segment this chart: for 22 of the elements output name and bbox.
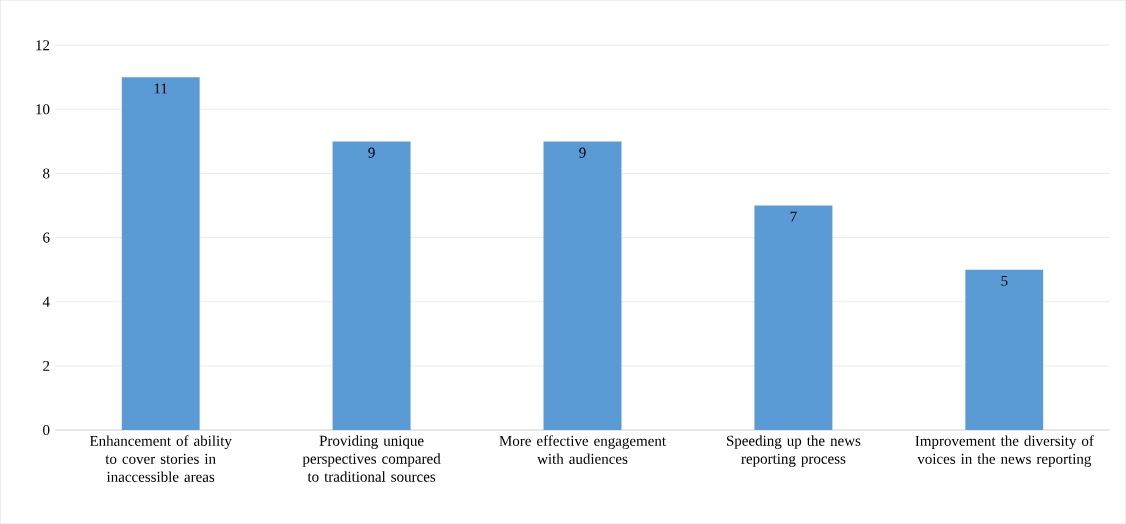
bar: [543, 141, 622, 430]
y-tick-label: 10: [36, 104, 50, 115]
x-tick-label: More effective engagement with audiences: [499, 435, 666, 464]
bar: [121, 77, 200, 430]
data-label: 5: [1001, 275, 1008, 286]
bar: [754, 205, 833, 430]
x-tick-label: Speeding up the news reporting process: [726, 435, 861, 467]
y-tick-label: 8: [43, 168, 50, 179]
y-tick-label: 0: [43, 424, 50, 435]
x-tick-label: Improvement the diversity of voices in the news reporting: [915, 435, 1094, 467]
y-tick-label: 12: [36, 40, 50, 51]
x-tick-label: Enhancement of ability to cover stories in inaccessible areas: [89, 435, 232, 482]
y-tick-label: 4: [42, 296, 50, 307]
data-label: 7: [790, 211, 797, 222]
y-tick-label: 2: [43, 360, 50, 371]
data-label: 11: [154, 83, 167, 94]
y-tick-label: 6: [43, 232, 50, 243]
bar: [965, 269, 1044, 430]
bar: [332, 141, 411, 430]
data-label: 9: [579, 147, 586, 158]
x-tick-label: Providing unique perspectives compared to traditional sources: [302, 435, 441, 482]
data-label: 9: [368, 147, 375, 158]
